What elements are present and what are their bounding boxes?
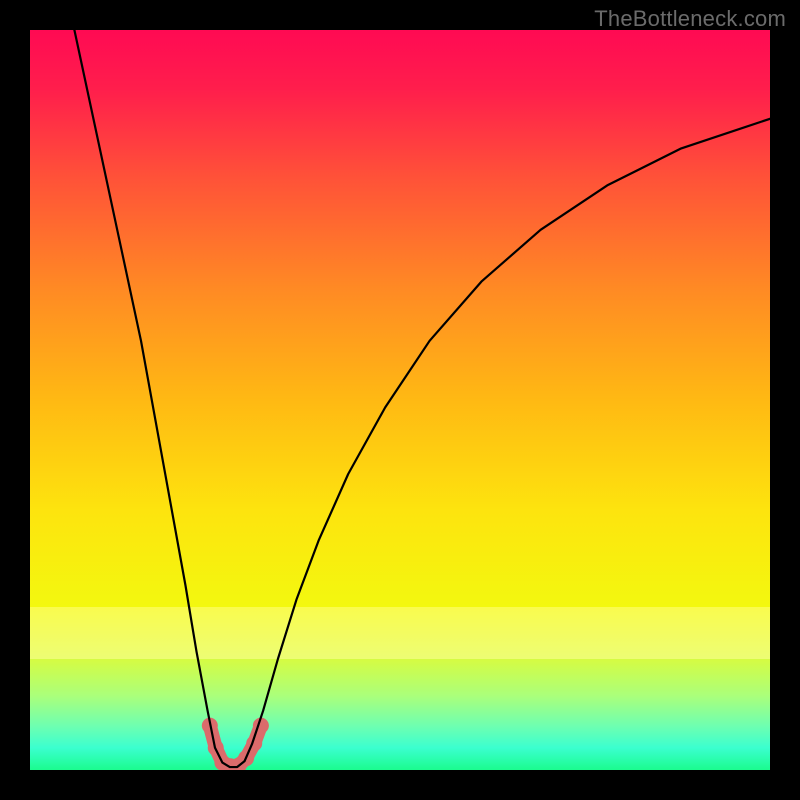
watermark-text: TheBottleneck.com <box>594 6 786 32</box>
chart-plot-area <box>30 30 770 770</box>
chart-svg-layer <box>30 30 770 770</box>
chart-main-curve <box>74 30 770 767</box>
